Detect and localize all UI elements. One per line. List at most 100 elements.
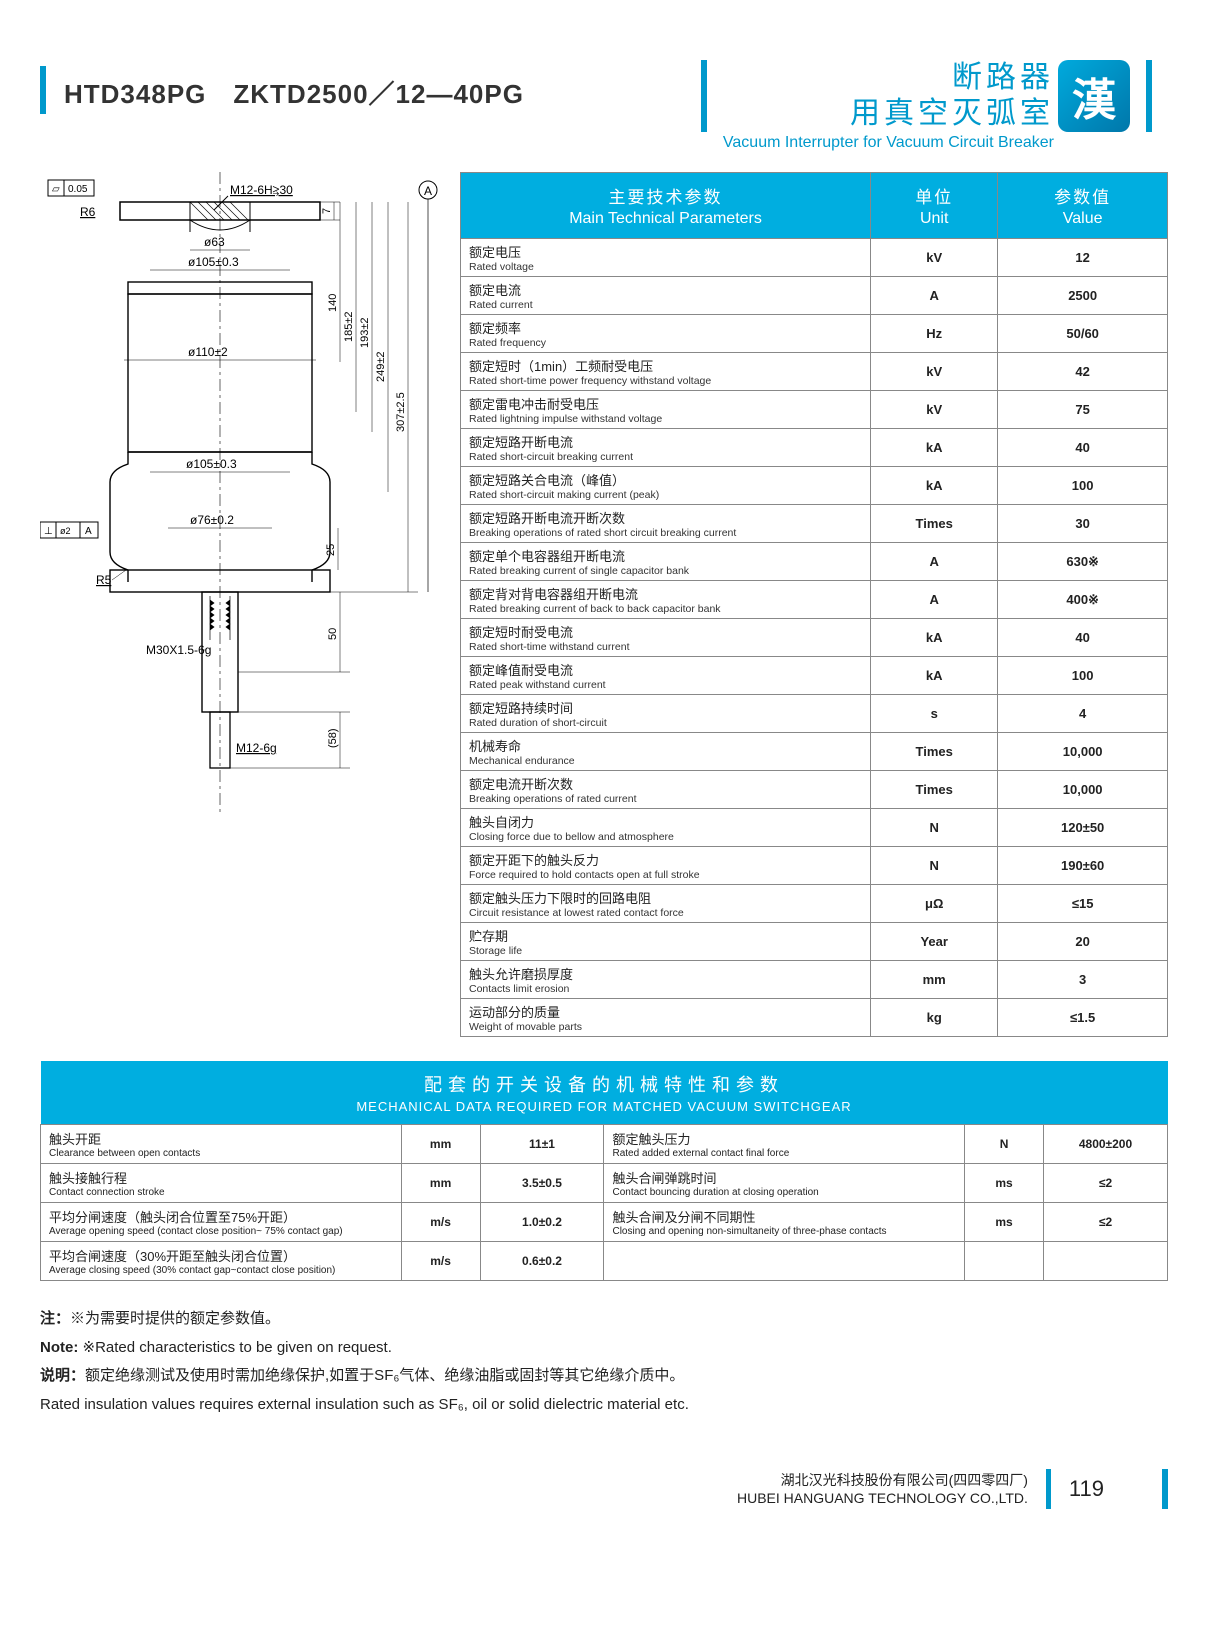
header-divider: [701, 60, 707, 132]
cell-value: 190±60: [998, 847, 1168, 885]
cell-unit: μΩ: [871, 885, 998, 923]
svg-text:M12-6H⥸30: M12-6H⥸30: [230, 183, 293, 197]
cell-value: ≤1.5: [998, 999, 1168, 1037]
cell-value: 42: [998, 353, 1168, 391]
note2: ※Rated characteristics to be given on re…: [83, 1339, 392, 1356]
cell-value: 30: [998, 505, 1168, 543]
svg-text:A: A: [85, 526, 92, 537]
cell-value: 50/60: [998, 315, 1168, 353]
svg-text:ø63: ø63: [204, 235, 225, 249]
mech-unit: mm: [401, 1125, 480, 1164]
svg-text:▱: ▱: [52, 184, 60, 195]
cell-unit: N: [871, 809, 998, 847]
mech-param: [604, 1242, 965, 1281]
svg-text:193±2: 193±2: [359, 317, 371, 348]
cell-value: 100: [998, 467, 1168, 505]
mech-param: 平均合闸速度（30%开距至触头闭合位置）Average closing spee…: [41, 1242, 402, 1281]
mech-unit: ms: [965, 1164, 1044, 1203]
footer-company: 湖北汉光科技股份有限公司(四四零四厂) HUBEI HANGUANG TECHN…: [737, 1471, 1028, 1507]
cell-unit: kA: [871, 429, 998, 467]
svg-text:M12-6g: M12-6g: [236, 741, 277, 755]
mech-param: 触头合闸弹跳时间Contact bouncing duration at clo…: [604, 1164, 965, 1203]
th-param: 主要技术参数 Main Technical Parameters: [461, 173, 871, 239]
svg-text:7: 7: [321, 208, 333, 214]
header-right-block: 断路器 用真空灭弧室 Vacuum Interrupter for Vacuum…: [685, 60, 1168, 152]
svg-text:25: 25: [325, 544, 337, 556]
cell-unit: Hz: [871, 315, 998, 353]
mech-table: 配套的开关设备的机械特性和参数 MECHANICAL DATA REQUIRED…: [40, 1061, 1168, 1281]
mech-val: 0.6±0.2: [480, 1242, 604, 1281]
table-row: 额定短时（1min）工频耐受电压Rated short-time power f…: [461, 353, 871, 391]
title-cn-1: 断路器: [723, 60, 1054, 96]
mech-unit: m/s: [401, 1242, 480, 1281]
mech-unit: mm: [401, 1164, 480, 1203]
footer-en: HUBEI HANGUANG TECHNOLOGY CO.,LTD.: [737, 1489, 1028, 1507]
title-block: 断路器 用真空灭弧室 Vacuum Interrupter for Vacuum…: [723, 60, 1054, 152]
page-number: 119: [1069, 1476, 1104, 1502]
cell-unit: Year: [871, 923, 998, 961]
cell-value: 3: [998, 961, 1168, 999]
notes-block: 注：※为需要时提供的额定参数值。 Note: ※Rated characteri…: [40, 1305, 1168, 1419]
footer-end-bar: [1162, 1469, 1168, 1509]
mech-unit: [965, 1242, 1044, 1281]
cell-value: 4: [998, 695, 1168, 733]
main-params-table: 主要技术参数 Main Technical Parameters 单位 Unit…: [460, 172, 1168, 1037]
mech-param: 触头开距Clearance between open contacts: [41, 1125, 402, 1164]
svg-text:249±2: 249±2: [375, 351, 387, 382]
table-row: 额定触头压力下限时的回路电阻Circuit resistance at lowe…: [461, 885, 871, 923]
cell-unit: A: [871, 277, 998, 315]
cell-value: ≤15: [998, 885, 1168, 923]
cell-value: 100: [998, 657, 1168, 695]
table-row: 额定短路持续时间Rated duration of short-circuit: [461, 695, 871, 733]
table-row: 额定单个电容器组开断电流Rated breaking current of si…: [461, 543, 871, 581]
cell-unit: mm: [871, 961, 998, 999]
cell-value: 20: [998, 923, 1168, 961]
title-en: Vacuum Interrupter for Vacuum Circuit Br…: [723, 134, 1054, 152]
cell-value: 400※: [998, 581, 1168, 619]
mech-param: 额定触头压力Rated added external contact final…: [604, 1125, 965, 1164]
note3: 额定绝缘测试及使用时需加绝缘保护,如置于SF₆气体、绝缘油脂或固封等其它绝缘介质…: [85, 1367, 684, 1384]
cell-unit: Times: [871, 505, 998, 543]
svg-text:ø76±0.2: ø76±0.2: [190, 513, 234, 527]
cell-unit: kV: [871, 353, 998, 391]
svg-text:(58): (58): [327, 728, 339, 748]
cell-value: 40: [998, 429, 1168, 467]
brand-logo: 漢: [1058, 60, 1130, 132]
svg-text:ø105±0.3: ø105±0.3: [188, 255, 239, 269]
page-header: HTD348PG ZKTD2500／12—40PG 断路器 用真空灭弧室 Vac…: [40, 60, 1168, 152]
svg-text:M30X1.5-6g: M30X1.5-6g: [146, 643, 211, 657]
cell-value: 120±50: [998, 809, 1168, 847]
cell-unit: kA: [871, 657, 998, 695]
table-row: 触头自闭力Closing force due to bellow and atm…: [461, 809, 871, 847]
params-table-wrap: 主要技术参数 Main Technical Parameters 单位 Unit…: [460, 172, 1168, 1037]
cell-unit: kV: [871, 391, 998, 429]
mech-param: 平均分闸速度（触头闭合位置至75%开距）Average opening spee…: [41, 1203, 402, 1242]
cell-unit: s: [871, 695, 998, 733]
mech-val: ≤2: [1044, 1164, 1168, 1203]
model-number: HTD348PG ZKTD2500／12—40PG: [64, 60, 685, 111]
mech-val: 4800±200: [1044, 1125, 1168, 1164]
note4: Rated insulation values requires externa…: [40, 1391, 1168, 1420]
th-unit: 单位 Unit: [871, 173, 998, 239]
table-row: 额定开距下的触头反力Force required to hold contact…: [461, 847, 871, 885]
drawing-svg: ▱ 0.05 R6 M12-6H⥸30 A: [40, 172, 440, 812]
mech-param: 触头接触行程Contact connection stroke: [41, 1164, 402, 1203]
svg-text:ø110±2: ø110±2: [188, 345, 228, 359]
mech-val: 3.5±0.5: [480, 1164, 604, 1203]
table-row: 额定电流开断次数Breaking operations of rated cur…: [461, 771, 871, 809]
cell-unit: kg: [871, 999, 998, 1037]
table-row: 额定短路关合电流（峰值）Rated short-circuit making c…: [461, 467, 871, 505]
cell-unit: N: [871, 847, 998, 885]
mech-unit: ms: [965, 1203, 1044, 1242]
mech-val: [1044, 1242, 1168, 1281]
table-row: 触头允许磨损厚度Contacts limit erosion: [461, 961, 871, 999]
cell-unit: kV: [871, 239, 998, 277]
header-accent-bar: [40, 66, 46, 114]
cell-value: 40: [998, 619, 1168, 657]
table-row: 额定频率Rated frequency: [461, 315, 871, 353]
mech-val: 1.0±0.2: [480, 1203, 604, 1242]
title-cn-2: 用真空灭弧室: [723, 96, 1054, 132]
table-row: 额定短路开断电流开断次数Breaking operations of rated…: [461, 505, 871, 543]
main-content: ▱ 0.05 R6 M12-6H⥸30 A: [40, 172, 1168, 1037]
svg-text:140: 140: [327, 294, 339, 312]
